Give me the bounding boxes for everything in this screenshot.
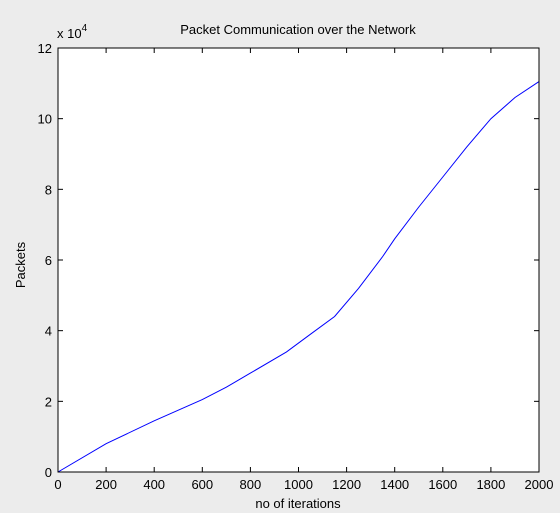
y-scale-factor: x 104 xyxy=(57,23,88,41)
x-tick-label: 0 xyxy=(54,477,61,492)
y-tick-label: 0 xyxy=(45,465,52,480)
x-axis-label: no of iterations xyxy=(255,496,341,511)
x-tick-label: 400 xyxy=(143,477,165,492)
x-tick-label: 200 xyxy=(95,477,117,492)
y-tick-label: 2 xyxy=(45,394,52,409)
x-tick-label: 1400 xyxy=(380,477,409,492)
x-tick-label: 600 xyxy=(191,477,213,492)
y-axis-label: Packets xyxy=(13,241,28,288)
x-tick-label: 1800 xyxy=(476,477,505,492)
chart-title: Packet Communication over the Network xyxy=(180,22,416,37)
x-tick-label: 1000 xyxy=(284,477,313,492)
plot-frame xyxy=(57,47,540,473)
y-scale-factor-base: x 10 xyxy=(57,26,82,41)
x-tick-label: 1600 xyxy=(428,477,457,492)
x-tick-label: 800 xyxy=(240,477,262,492)
y-tick-label: 6 xyxy=(45,253,52,268)
y-tick-label: 10 xyxy=(38,112,52,127)
x-tick-label: 2000 xyxy=(525,477,554,492)
y-tick-label: 12 xyxy=(38,41,52,56)
plot-area xyxy=(58,48,539,472)
y-axis-ticks: 0 2 4 6 8 10 12 xyxy=(38,41,539,480)
y-scale-factor-exponent: 4 xyxy=(82,23,88,34)
series-line xyxy=(57,81,540,473)
x-axis-ticks: 0 200 400 600 800 1000 1200 1400 1600 1800 2000 xyxy=(54,48,553,492)
y-tick-label: 8 xyxy=(45,182,52,197)
x-tick-label: 1200 xyxy=(332,477,361,492)
y-tick-label: 4 xyxy=(45,324,52,339)
